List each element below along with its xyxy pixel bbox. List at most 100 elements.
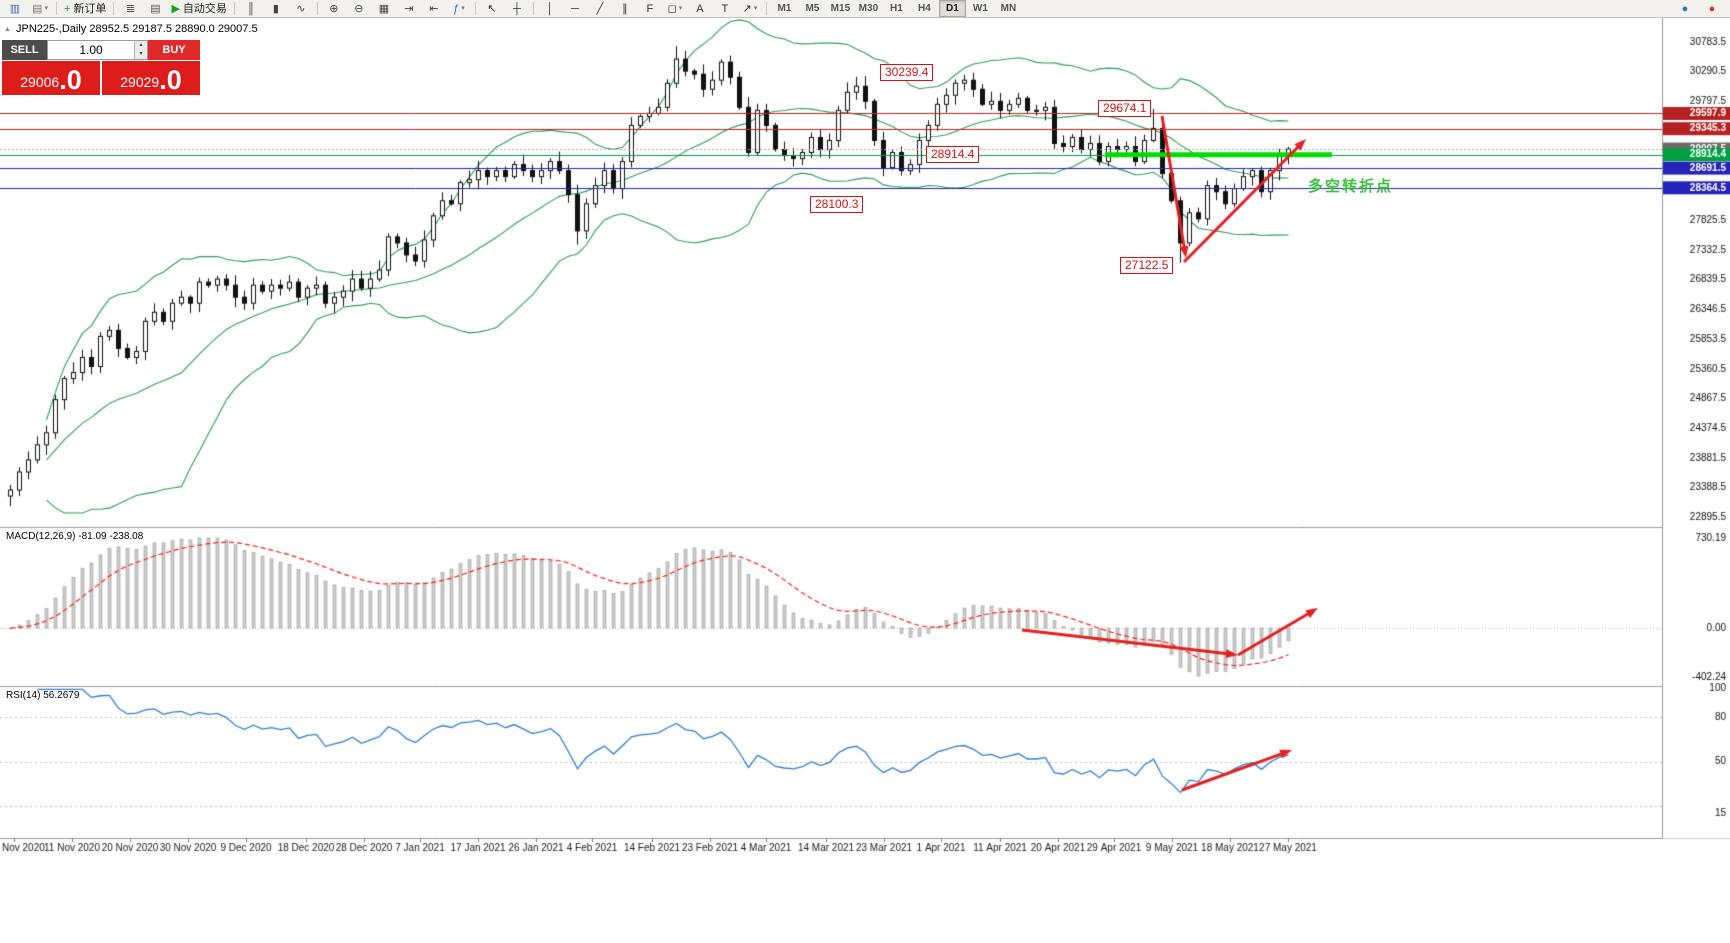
timeframe-button-mn[interactable]: MN	[1000, 3, 1017, 14]
price-annotation[interactable]: 30239.4	[880, 64, 934, 81]
toolbar-left-group: ▥ ▤ ▾ + 新订单 ≣ ▤ ▶ 自动交易 ║ ▮ ∿ ⊕ ⊖ ▦ ⇥ ⇤ ƒ ▾ ↖ ┼ │ ─ ╱ ∥ F ◻ ▾ A T ↗ ▾ M1 M…	[3, 0, 1022, 18]
new-order-button[interactable]: + 新订单	[61, 0, 109, 18]
price-annotation[interactable]: 29674.1	[1098, 100, 1152, 117]
sell-price-button[interactable]: 29006 .0	[2, 61, 100, 95]
tile-windows-icon: ▦	[378, 2, 390, 15]
toolbar-right-group: ● ●	[1673, 0, 1727, 18]
one-click-top-row: SELL ▴ ▾ BUY	[2, 40, 200, 60]
macd-indicator-label: MACD(12,26,9) -81.09 -238.08	[6, 531, 144, 542]
price-annotation[interactable]: 27122.5	[1120, 257, 1174, 274]
toolbar-separator	[316, 2, 318, 15]
sell-button[interactable]: SELL	[2, 40, 47, 60]
zoom-out-icon[interactable]: ⊖	[347, 0, 371, 18]
toolbar: ▥ ▤ ▾ + 新订单 ≣ ▤ ▶ 自动交易 ║ ▮ ∿ ⊕ ⊖ ▦ ⇥ ⇤ ƒ ▾ ↖ ┼ │ ─ ╱ ∥ F ◻ ▾ A T ↗ ▾ M1 M…	[0, 0, 1730, 18]
buy-button[interactable]: BUY	[148, 40, 200, 60]
equidistant-channel-icon: ∥	[622, 2, 628, 15]
chart-profiles-icon[interactable]: ▤ ▾	[28, 0, 52, 18]
community-icon[interactable]: ●	[1681, 2, 1689, 15]
dropdown-caret-icon: ▾	[44, 4, 48, 12]
vertical-line-icon: │	[546, 2, 554, 15]
auto-scroll-icon[interactable]: ⇥	[397, 0, 421, 18]
timeframe-button-d1[interactable]: D1	[938, 0, 966, 17]
autotrading-button: ▶	[171, 2, 180, 15]
one-click-collapse-button[interactable]: ▲	[4, 26, 11, 33]
toolbar-separator	[113, 2, 115, 15]
chart-shift-icon[interactable]: ⇤	[422, 0, 446, 18]
timeframe-button-w1[interactable]: W1	[972, 3, 988, 14]
line-chart-mode-icon: ∿	[296, 2, 306, 15]
text-label-icon[interactable]: T	[713, 0, 737, 18]
crosshair-icon[interactable]: ┼	[505, 0, 529, 18]
price-annotation[interactable]: 28914.4	[926, 146, 980, 163]
chart-shift-icon: ⇤	[429, 2, 439, 15]
buy-price-button[interactable]: 29029 .0	[102, 61, 200, 95]
zoom-in-icon: ⊕	[329, 2, 339, 15]
timeframe-button-m30[interactable]: M30	[858, 3, 879, 14]
text-icon: A	[696, 2, 704, 15]
buy-price-frac: .0	[159, 65, 182, 95]
toolbar-separator	[56, 2, 57, 15]
turning-point-annotation[interactable]: 多空转折点	[1308, 178, 1394, 195]
candle-chart-mode-icon: ▮	[272, 2, 279, 15]
one-click-trading-panel: SELL ▴ ▾ BUY 29006 .0 29029 .0	[2, 40, 200, 95]
timeframe-button-m1[interactable]: M1	[777, 3, 792, 14]
bar-chart-mode-icon: ║	[247, 2, 255, 15]
volume-down-button[interactable]: ▾	[135, 50, 147, 59]
new-order-button: +	[64, 2, 71, 15]
volume-spinner: ▴ ▾	[134, 41, 147, 59]
volume-input[interactable]	[48, 41, 134, 59]
bar-chart-mode-icon[interactable]: ║	[239, 0, 263, 18]
autotrading-button[interactable]: ▶ 自动交易	[168, 0, 229, 18]
cursor-icon: ↖	[487, 2, 497, 15]
auto-scroll-icon: ⇥	[404, 2, 414, 15]
vertical-line-icon[interactable]: │	[538, 0, 562, 18]
arrows-icon: ↗	[742, 2, 752, 15]
dropdown-caret-icon: ▾	[753, 4, 758, 12]
market-watch-icon[interactable]: ≣	[118, 0, 142, 18]
trendline-icon: ╱	[596, 2, 604, 15]
equidistant-channel-icon[interactable]: ∥	[613, 0, 637, 18]
cursor-icon[interactable]: ↖	[480, 0, 504, 18]
indicators-icon[interactable]: ƒ ▾	[447, 0, 471, 18]
new-order-button-label: 新订单	[73, 2, 107, 15]
price-annotation[interactable]: 28100.3	[810, 196, 864, 213]
chart-title: JPN225-,Daily 28952.5 29187.5 28890.0 29…	[16, 23, 258, 35]
volume-up-button[interactable]: ▴	[135, 41, 147, 50]
dropdown-caret-icon: ▾	[678, 4, 683, 12]
tile-windows-icon[interactable]: ▦	[372, 0, 396, 18]
horizontal-line-icon[interactable]: ─	[563, 0, 587, 18]
zoom-in-icon[interactable]: ⊕	[322, 0, 346, 18]
arrows-icon[interactable]: ↗ ▾	[738, 0, 762, 18]
rsi-indicator-label: RSI(14) 56.2679	[6, 690, 80, 701]
timeframe-button-m15[interactable]: M15	[830, 3, 851, 14]
new-chart-icon: ▥	[9, 2, 21, 15]
trendline-icon[interactable]: ╱	[588, 0, 612, 18]
autotrading-button-label: 自动交易	[182, 2, 227, 15]
shapes-icon[interactable]: ◻ ▾	[663, 0, 687, 18]
crosshair-icon: ┼	[513, 2, 521, 15]
fibonacci-icon: F	[646, 2, 654, 15]
toolbar-separator	[474, 2, 476, 15]
timeframe-button-h1[interactable]: H1	[890, 3, 903, 14]
toolbar-separator	[765, 2, 767, 15]
candle-chart-mode-icon[interactable]: ▮	[264, 0, 288, 18]
new-chart-icon[interactable]: ▥	[3, 0, 27, 18]
text-label-icon: T	[721, 2, 729, 15]
indicators-icon: ƒ	[453, 2, 460, 15]
sell-price-frac: .0	[59, 65, 82, 95]
dropdown-caret-icon: ▾	[461, 4, 465, 12]
timeframe-button-h4[interactable]: H4	[918, 3, 931, 14]
toolbar-separator	[532, 2, 534, 15]
line-chart-mode-icon[interactable]: ∿	[289, 0, 313, 18]
timeframe-button-m5[interactable]: M5	[805, 3, 820, 14]
toolbar-separator	[233, 2, 235, 15]
text-icon[interactable]: A	[688, 0, 712, 18]
fibonacci-icon[interactable]: F	[638, 0, 662, 18]
horizontal-line-icon: ─	[571, 2, 579, 15]
navigator-icon[interactable]: ▤	[143, 0, 167, 18]
one-click-price-row: 29006 .0 29029 .0	[2, 61, 200, 95]
zoom-out-icon: ⊖	[354, 2, 364, 15]
notifications-icon[interactable]: ●	[1708, 2, 1716, 15]
